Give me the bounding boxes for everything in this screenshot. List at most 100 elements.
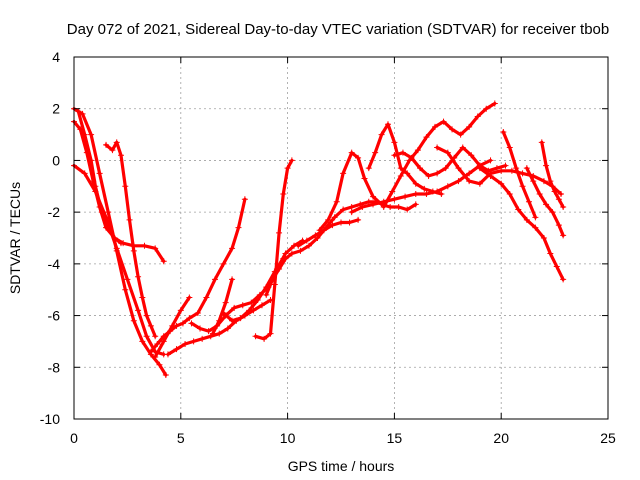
data-point — [331, 214, 338, 221]
data-point — [169, 322, 176, 329]
data-point — [220, 260, 227, 267]
data-point — [551, 188, 558, 195]
data-point — [271, 281, 278, 288]
data-point — [476, 165, 483, 172]
data-point — [88, 131, 95, 138]
data-point — [365, 165, 372, 172]
series-trace — [382, 101, 497, 209]
series-trace — [540, 140, 565, 209]
data-point — [444, 149, 451, 156]
data-point — [211, 276, 218, 283]
data-point — [190, 338, 197, 345]
data-point — [105, 209, 112, 216]
data-point — [423, 134, 430, 141]
data-point — [532, 214, 539, 221]
data-point — [267, 330, 274, 337]
data-point — [75, 108, 82, 115]
series-arc-20 — [434, 144, 565, 198]
series-arc-18 — [380, 100, 498, 210]
data-point — [543, 201, 550, 208]
data-point — [466, 123, 473, 130]
data-point — [487, 157, 494, 164]
data-point — [348, 209, 355, 216]
data-point — [555, 222, 562, 229]
series-arc-5 — [103, 139, 159, 340]
data-point — [177, 307, 184, 314]
data-point — [147, 322, 154, 329]
data-point — [508, 167, 515, 174]
series-arc-6 — [147, 196, 248, 355]
series-arc-4 — [75, 108, 124, 247]
y-tick-label: -8 — [48, 359, 61, 375]
data-point — [276, 229, 283, 236]
series-arc-23 — [523, 165, 567, 239]
data-point — [449, 126, 456, 133]
data-point — [154, 341, 161, 348]
data-point — [431, 123, 438, 130]
data-point — [560, 232, 567, 239]
data-point — [248, 299, 255, 306]
data-point — [491, 100, 498, 107]
data-point — [113, 139, 120, 146]
data-point — [122, 183, 129, 190]
data-point — [282, 250, 289, 257]
data-point — [280, 191, 287, 198]
data-point — [135, 307, 142, 314]
x-tick-label: 10 — [280, 430, 296, 446]
data-point — [269, 276, 276, 283]
x-tick-label: 0 — [70, 430, 78, 446]
series-trace — [189, 239, 305, 333]
data-point — [117, 152, 124, 159]
data-point — [276, 266, 283, 273]
data-point — [500, 128, 507, 135]
data-point — [423, 191, 430, 198]
series-arc-7 — [152, 294, 193, 360]
data-point — [513, 165, 520, 172]
data-point — [92, 183, 99, 190]
data-point — [540, 178, 547, 185]
data-point — [143, 333, 150, 340]
data-point — [549, 209, 556, 216]
data-point — [229, 317, 236, 324]
series-arc-16 — [348, 157, 494, 216]
data-point — [468, 152, 475, 159]
data-point — [130, 317, 137, 324]
data-point — [152, 245, 159, 252]
data-point — [384, 121, 391, 128]
data-point — [466, 178, 473, 185]
data-point — [98, 209, 105, 216]
data-point — [186, 315, 193, 322]
data-point — [96, 170, 103, 177]
series-trace — [149, 197, 247, 354]
data-point — [224, 325, 231, 332]
data-point — [412, 180, 419, 187]
data-point — [122, 286, 129, 293]
data-point — [173, 346, 180, 353]
data-point — [152, 353, 159, 360]
data-point — [440, 118, 447, 125]
y-tick-label: -6 — [48, 308, 61, 324]
series-trace — [211, 277, 234, 336]
data-point — [547, 178, 554, 185]
data-point — [103, 141, 110, 148]
data-point — [348, 203, 355, 210]
data-point — [536, 191, 543, 198]
series-arc-22 — [500, 128, 539, 221]
data-point — [487, 172, 494, 179]
data-point — [530, 178, 537, 185]
data-point — [220, 309, 227, 316]
data-point — [156, 361, 163, 368]
data-point — [216, 317, 223, 324]
x-tick-label: 20 — [493, 430, 509, 446]
data-point — [498, 180, 505, 187]
data-point — [493, 165, 500, 172]
data-point — [391, 152, 398, 159]
data-point — [442, 165, 449, 172]
data-point — [222, 299, 229, 306]
y-tick-label: 0 — [52, 152, 60, 168]
data-point — [425, 172, 432, 179]
data-point — [162, 372, 169, 379]
data-point — [81, 131, 88, 138]
data-point — [459, 144, 466, 151]
